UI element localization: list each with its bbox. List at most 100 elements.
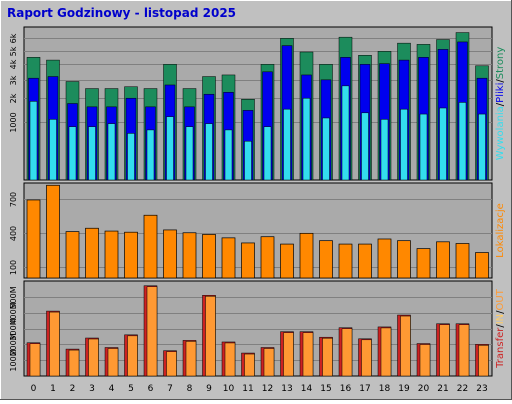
locations-bar-lokalizacje xyxy=(260,236,275,279)
locations-bar-lokalizacje xyxy=(358,243,372,279)
transfer-axis-label-part: OUT xyxy=(495,288,506,310)
transfer-ytick-label: 500M xyxy=(9,286,18,308)
hits-bar-wywolania xyxy=(127,133,135,181)
x-tick-label: 6 xyxy=(148,384,154,394)
x-tick-label: 19 xyxy=(398,384,410,394)
x-tick-label: 7 xyxy=(167,384,173,394)
hits-ytick-label: 5k xyxy=(9,46,18,56)
locations-bar-lokalizacje xyxy=(475,252,489,279)
transfer-bar-out xyxy=(166,351,177,377)
locations-bar-lokalizacje xyxy=(202,234,216,279)
locations-axis-label: Lokalizacje xyxy=(495,203,506,258)
x-tick-label: 4 xyxy=(109,384,115,394)
locations-ytick-label: 700 xyxy=(9,192,18,207)
x-tick-label: 3 xyxy=(89,384,95,394)
locations-axis-label-part: Lokalizacje xyxy=(495,203,506,258)
transfer-ytick-label: 300M xyxy=(9,318,18,340)
hits-bar-wywolania xyxy=(88,126,96,181)
x-tick-label: 20 xyxy=(418,384,430,394)
hits-ytick-label: 3k xyxy=(9,75,18,85)
locations-bar-lokalizacje xyxy=(143,214,158,279)
transfer-axis-label-part: / xyxy=(495,310,506,314)
locations-bar-lokalizacje xyxy=(377,238,392,279)
hits-bar-wywolania xyxy=(341,85,350,181)
hits-bar-wywolania xyxy=(166,116,174,181)
hits-bar-wywolania xyxy=(68,126,77,181)
locations-ytick-label: 100 xyxy=(9,260,18,275)
hits-axis-label-part: Pliki xyxy=(495,83,506,103)
hits-bar-wywolania xyxy=(185,126,194,181)
transfer-axis-label-part: Transfer xyxy=(495,327,506,369)
transfer-axis-label-part: / xyxy=(495,324,506,328)
hits-bar-wywolania xyxy=(478,113,486,181)
hits-bar-wywolania xyxy=(439,107,447,181)
hits-bar-wywolania xyxy=(361,112,369,181)
locations-bar-lokalizacje xyxy=(46,184,60,279)
transfer-bar-out xyxy=(107,348,119,377)
hits-ytick-label: 2k xyxy=(9,93,18,103)
hits-ytick-label: 4k xyxy=(9,59,18,69)
locations-bar-lokalizacje xyxy=(299,232,314,279)
x-tick-label: 22 xyxy=(457,384,468,394)
transfer-bar-out xyxy=(458,324,470,377)
transfer-bar-out xyxy=(29,343,41,377)
locations-bar-lokalizacje xyxy=(221,237,236,279)
hits-bar-wywolania xyxy=(107,123,116,181)
transfer-bar-out xyxy=(302,332,314,377)
x-tick-label: 8 xyxy=(187,384,193,394)
hits-bar-wywolania xyxy=(458,102,467,181)
locations-bar-lokalizacje xyxy=(85,227,99,279)
transfer-bar-out xyxy=(224,342,236,377)
transfer-bar-out xyxy=(146,286,158,377)
transfer-axis-label-part: IN xyxy=(495,314,506,324)
locations-bar-lokalizacje xyxy=(124,231,138,279)
transfer-bar-out xyxy=(283,332,294,377)
locations-bar-lokalizacje xyxy=(241,242,255,279)
x-tick-label: 1 xyxy=(50,384,56,394)
chart-title: Raport Godzinowy - listopad 2025 xyxy=(7,6,236,20)
transfer-bar-out xyxy=(419,344,431,377)
transfer-bar-out xyxy=(361,339,372,377)
hits-bar-wywolania xyxy=(146,129,155,181)
hits-bar-wywolania xyxy=(29,101,38,181)
transfer-bar-out xyxy=(88,338,99,377)
locations-bar-lokalizacje xyxy=(455,243,470,279)
x-tick-label: 23 xyxy=(476,384,487,394)
transfer-bar-out xyxy=(185,341,197,377)
transfer-ytick-label: 100M xyxy=(9,349,18,371)
transfer-bar-out xyxy=(263,348,275,377)
x-tick-label: 13 xyxy=(281,384,292,394)
transfer-bar-out xyxy=(380,327,392,377)
locations-bar-lokalizacje xyxy=(416,248,431,279)
locations-bar-lokalizacje xyxy=(280,243,294,279)
x-tick-label: 10 xyxy=(223,384,235,394)
hits-bar-wywolania xyxy=(419,113,428,181)
x-tick-label: 9 xyxy=(206,384,212,394)
hits-bar-wywolania xyxy=(283,108,291,181)
transfer-bar-out xyxy=(478,345,489,377)
x-tick-label: 16 xyxy=(340,384,352,394)
x-tick-label: 17 xyxy=(359,384,370,394)
transfer-bar-out xyxy=(341,328,353,377)
hits-plot-area xyxy=(23,26,493,181)
x-tick-label: 11 xyxy=(242,384,253,394)
locations-bar-lokalizacje xyxy=(104,230,119,279)
hits-axis-label: Wywolania/Pliki/Strony xyxy=(495,47,506,161)
hits-bar-wywolania xyxy=(263,126,272,181)
x-tick-label: 0 xyxy=(31,384,37,394)
hits-bar-wywolania xyxy=(380,119,389,181)
x-tick-label: 5 xyxy=(128,384,134,394)
x-tick-label: 14 xyxy=(301,384,313,394)
locations-bar-lokalizacje xyxy=(26,199,41,279)
hits-ytick-label: 6k xyxy=(9,33,18,43)
transfer-bar-out xyxy=(205,296,216,377)
hits-axis-label-part: / xyxy=(495,102,506,106)
x-tick-label: 2 xyxy=(70,384,76,394)
hits-bar-wywolania xyxy=(205,123,213,181)
locations-bar-lokalizacje xyxy=(319,240,333,279)
locations-bar-lokalizacje xyxy=(436,241,450,279)
locations-bar-lokalizacje xyxy=(182,232,197,279)
transfer-bar-out xyxy=(244,353,255,377)
